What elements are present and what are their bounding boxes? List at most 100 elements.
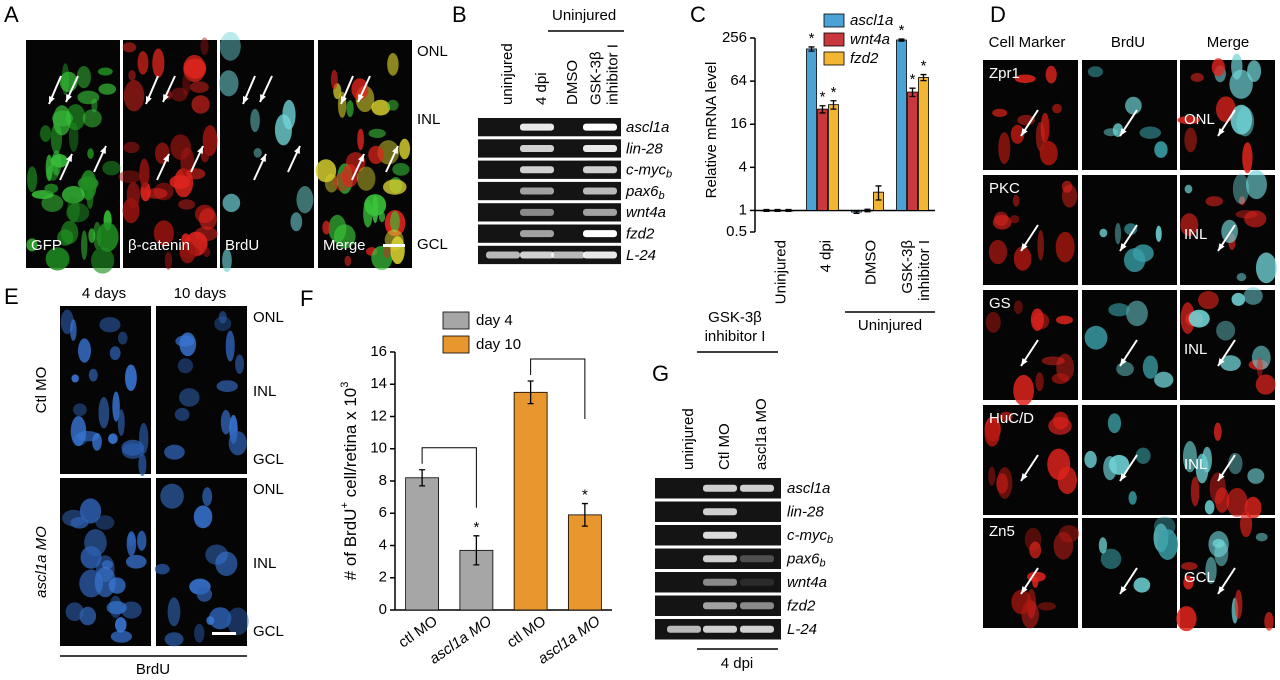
cell-signal: [999, 411, 1013, 422]
cell-signal: [99, 317, 121, 333]
cell-signal: [1084, 325, 1108, 350]
gene-name: lin-28: [787, 503, 824, 520]
cell-signal: [41, 194, 64, 212]
error-bar: [819, 105, 826, 114]
gel-band: [520, 187, 554, 195]
layer-label: ONL: [253, 309, 284, 326]
cell-signal: [1190, 476, 1200, 507]
lane-label: uninjured: [499, 43, 516, 105]
cell-signal: [106, 600, 127, 615]
cell-signal: [1052, 103, 1062, 114]
arrow-head: [1218, 586, 1225, 594]
arrow-head: [66, 154, 72, 162]
cell-signal: [1154, 141, 1168, 158]
y-tick-label: 8: [379, 472, 387, 489]
cell-signal: [76, 66, 91, 89]
error-bar: [853, 210, 860, 215]
arrow-head: [1120, 128, 1127, 136]
gel-band: [520, 166, 554, 174]
cell-signal: [80, 546, 102, 569]
significance: *: [820, 89, 826, 106]
cell-signal: [1198, 291, 1219, 310]
gel-band: [583, 166, 617, 174]
gene-name: lin-28: [626, 140, 663, 157]
y-tick-label: 12: [370, 407, 387, 424]
scale-bar: [383, 244, 405, 247]
cell-signal: [1061, 184, 1078, 208]
gel-band: [703, 625, 737, 633]
cell-signal: [282, 99, 296, 130]
cell-signal: [250, 108, 260, 133]
gel-band: [520, 144, 554, 152]
gene-label: lin-28: [626, 140, 663, 157]
arrow-head: [1120, 358, 1127, 366]
legend-swatch: [823, 13, 845, 28]
cell-signal: [82, 109, 102, 128]
marker-label: Zn5: [989, 523, 1015, 540]
cell-signal: [1256, 357, 1263, 378]
cell-signal: [109, 346, 121, 361]
lane-label: 4 dpi: [533, 72, 550, 105]
cell-signal: [341, 164, 359, 188]
cell-signal: [45, 154, 53, 182]
cell-signal: [160, 483, 184, 509]
gene-name: c-myc: [626, 162, 666, 179]
gene-label: wnt4a: [626, 204, 666, 221]
gel-band: [667, 625, 701, 633]
cell-signal: [164, 632, 184, 647]
cell-signal: [27, 166, 38, 193]
cell-signal: [1100, 548, 1122, 570]
cell-signal: [1245, 170, 1267, 200]
legend-swatch: [442, 335, 470, 354]
comparison-bracket: [530, 358, 586, 420]
arrow-head: [341, 96, 347, 104]
legend-label: fzd2: [850, 50, 879, 67]
cell-signal: [1231, 292, 1246, 306]
arrow-head: [163, 94, 169, 102]
cell-signal: [194, 623, 205, 643]
gel-band: [583, 230, 617, 238]
cell-signal: [371, 99, 391, 116]
gene-name: pax6: [625, 183, 659, 200]
cell-signal: [164, 444, 185, 460]
cell-signal: [253, 148, 262, 158]
gene-label: c-mycb: [626, 162, 672, 181]
gene-name: L-24: [626, 247, 656, 264]
cell-signal: [112, 391, 120, 422]
lane-label-line: DMSO: [564, 60, 581, 105]
cell-signal: [1235, 210, 1257, 219]
cell-signal: [110, 630, 132, 643]
cell-signal: [68, 122, 79, 152]
cell-signal: [167, 597, 181, 627]
gene-label: pax6b: [625, 183, 665, 202]
cell-signal: [988, 466, 996, 486]
gel-band: [703, 531, 737, 539]
cell-signal: [65, 104, 86, 131]
gel-band: [520, 251, 554, 259]
y-axis-label-part: cell/retina x 10: [341, 388, 360, 502]
lane-label-line: 4 dpi: [533, 72, 550, 105]
legend-swatch: [823, 51, 845, 66]
arrow-head: [294, 146, 300, 154]
cell-signal: [1226, 487, 1248, 518]
cell-signal: [196, 586, 213, 602]
legend-label: wnt4a: [850, 31, 890, 48]
column-label: 4 days: [82, 285, 126, 302]
cell-signal: [363, 199, 373, 228]
arrow-head: [1218, 473, 1225, 481]
gel-band: [740, 602, 774, 610]
y-tick-label: 10: [370, 440, 387, 457]
y-tick-label: 0: [379, 601, 387, 618]
gene-label: fzd2: [626, 225, 655, 242]
legend-label: ascl1a: [850, 12, 893, 29]
cell-signal: [174, 407, 190, 422]
cell-signal: [154, 563, 170, 575]
cell-signal: [1188, 309, 1210, 328]
gene-subscript: b: [820, 557, 826, 569]
marker-label: GS: [989, 295, 1011, 312]
arrow-head: [66, 94, 72, 102]
cell-signal: [290, 212, 303, 232]
panel-letter: D: [990, 2, 1006, 27]
significance: *: [582, 487, 588, 504]
gene-label: c-mycb: [787, 527, 833, 546]
